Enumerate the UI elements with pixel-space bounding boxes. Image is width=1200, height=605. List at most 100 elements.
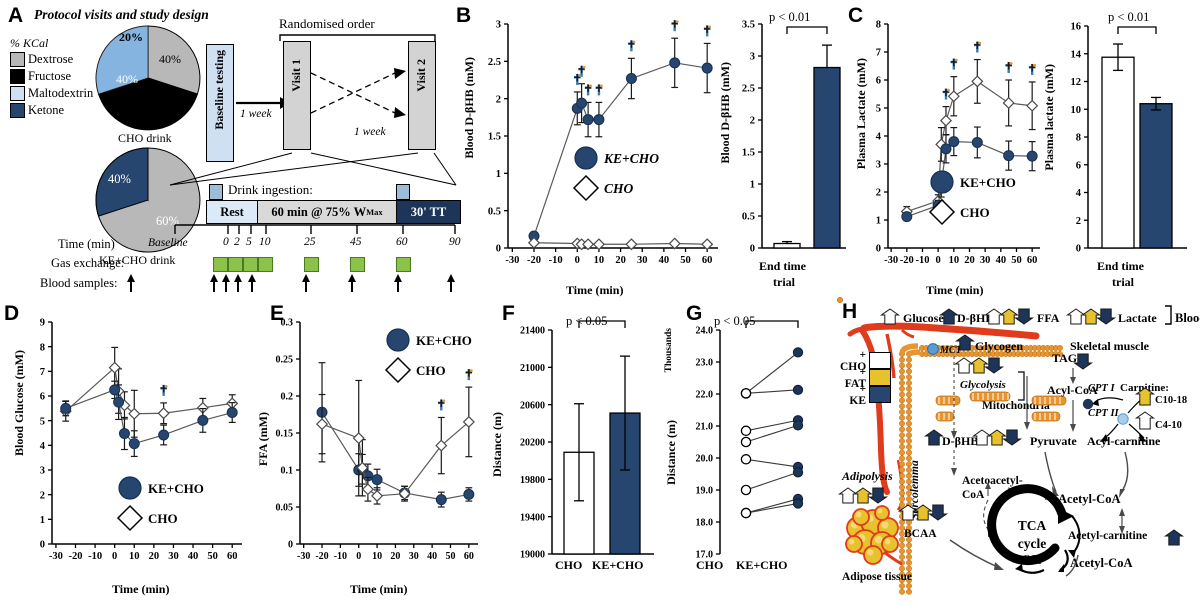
swatch-maltodextrin-icon <box>10 86 25 101</box>
visit-1-label: Visit 1 <box>289 59 303 92</box>
panel-d: D Blood Glucose (mM) Time (min) 0 1 2 3 4 5 6 7… <box>4 302 254 602</box>
panel-e-letter: E <box>270 302 285 325</box>
pie-cho-drink <box>95 25 201 131</box>
svg-text:19000: 19000 <box>520 550 545 561</box>
svg-text:3: 3 <box>496 20 501 31</box>
svg-text:22.0: 22.0 <box>696 390 714 401</box>
timeline-seg-rest: Rest <box>207 201 258 223</box>
svg-text:TCA: TCA <box>1018 518 1047 533</box>
time-tick-5: 5 <box>246 236 252 248</box>
svg-text:CHO: CHO <box>604 181 634 196</box>
svg-text:9: 9 <box>40 318 45 329</box>
visit-2-label: Visit 2 <box>414 59 428 92</box>
time-tick-0: 0 <box>223 236 229 248</box>
protocol-timeline-bar: Rest 60 min @ 75% W Max 30' TT <box>206 200 461 224</box>
key-label-ke: + KE <box>849 382 866 407</box>
svg-text:Pyruvate: Pyruvate <box>1030 434 1077 448</box>
svg-text:0: 0 <box>288 540 293 551</box>
svg-text:40: 40 <box>427 551 437 562</box>
swatch-fructose-icon <box>10 69 25 84</box>
svg-text:Acetyl-CoA: Acetyl-CoA <box>1070 556 1132 570</box>
panel-c-bar-xlabel-1: End time <box>1097 259 1145 273</box>
drink-ingestion-label: Drink ingestion: <box>228 182 313 197</box>
pie2-slice2-label: 40% <box>108 172 131 186</box>
svg-text:2: 2 <box>496 94 501 105</box>
drink-marker-2-icon <box>396 184 410 200</box>
svg-text:2: 2 <box>1076 216 1081 227</box>
svg-text:1.5: 1.5 <box>488 132 501 143</box>
key-swatch-ke-icon <box>869 386 891 403</box>
svg-text:0: 0 <box>750 244 755 255</box>
svg-text:23.0: 23.0 <box>696 358 714 369</box>
pie1-slice2-label: 40% <box>116 72 138 86</box>
svg-text:60: 60 <box>227 551 238 562</box>
blood-sample-arrows-icon <box>127 274 455 292</box>
panel-c-bar-pvalue: p < 0.01 <box>1108 10 1150 24</box>
svg-text:KE+CHO: KE+CHO <box>603 151 659 166</box>
panel-b-bar: Blood D-βHB (mM) p < 0.01 End time trial… <box>716 2 852 302</box>
panel-c-xlabel: Time (min) <box>926 283 984 297</box>
panel-g-cat-kecho: KE+CHO <box>736 558 788 572</box>
arrow2-label: 1 week <box>354 126 386 138</box>
legend-item-ketone: Ketone <box>10 103 93 118</box>
gas-box-0-icon <box>213 257 228 272</box>
pie2-slice1-label: 60% <box>156 214 179 228</box>
key-swatch-fat-icon <box>869 369 891 386</box>
svg-text:40: 40 <box>188 551 199 562</box>
svg-text:KE+CHO: KE+CHO <box>416 333 472 348</box>
panel-c-letter: C <box>848 4 864 27</box>
key-label-cho: + CHO <box>840 348 867 373</box>
panel-g: G Distance (m) Thousands p < 0.05 CHO KE… <box>650 302 840 602</box>
baseline-testing-box: Baseline testing <box>206 44 234 162</box>
svg-text:0: 0 <box>1076 244 1081 255</box>
svg-text:Sarcolemma: Sarcolemma <box>909 460 921 520</box>
kcal-legend: Dextrose Fructose Maltodextrin Ketone <box>10 52 93 118</box>
svg-text:20200: 20200 <box>520 438 545 449</box>
svg-text:30: 30 <box>980 255 991 266</box>
svg-text:CO₂: CO₂ <box>1023 554 1042 565</box>
panel-d-plot: 0 1 2 3 4 5 6 7 8 9 -30 -20 -10 0 10 20 30 40 50 60 KE+CHO CH… <box>40 318 242 562</box>
svg-text:0.5: 0.5 <box>488 206 501 217</box>
pie-kecho-drink <box>95 147 201 253</box>
time-tick-45: 45 <box>350 236 362 248</box>
panel-e: E FFA (mM) Time (min) 0 0.05 0.1 0.15 0.2 0.2… <box>246 302 490 602</box>
svg-text:-20: -20 <box>315 551 328 562</box>
pie1-caption: CHO drink <box>118 131 172 145</box>
time-tick-90: 90 <box>449 236 461 248</box>
svg-text:10: 10 <box>1071 105 1082 116</box>
panel-f: F Distance (m) p < 0.05 CHO KE+CHO 19000… <box>488 302 660 602</box>
panel-g-thousands-note: Thousands <box>664 328 674 373</box>
panel-f-cat-cho: CHO <box>555 558 583 572</box>
svg-text:50: 50 <box>680 255 691 266</box>
svg-text:40: 40 <box>659 255 670 266</box>
panel-b-bar-pvalue: p < 0.01 <box>769 10 811 24</box>
panel-e-plot: 0 0.05 0.1 0.15 0.2 0.25 0.3 -30 -20 -10 0 10 20 30 40… <box>276 318 478 562</box>
svg-text:50: 50 <box>1011 255 1022 266</box>
gas-box-2-icon <box>228 257 243 272</box>
panel-g-pvalue: p < 0.05 <box>714 314 756 328</box>
baseline-testing-label: Baseline testing <box>212 50 226 130</box>
svg-text:D-βHB: D-βHB <box>942 434 978 448</box>
panel-d-ylabel: Blood Glucose (mM) <box>12 350 26 456</box>
svg-text:-10: -10 <box>915 255 929 266</box>
panel-c-bar-ylabel: Plasma lactate (mM) <box>1042 64 1056 171</box>
panel-g-plot: 17.0 18.0 19.0 20.0 21.0 22.0 23.0 24.0 <box>696 320 804 561</box>
svg-text:0.5: 0.5 <box>742 212 755 223</box>
svg-text:Glycolysis: Glycolysis <box>960 379 1006 391</box>
svg-text:10: 10 <box>594 255 605 266</box>
svg-text:19800: 19800 <box>520 475 545 486</box>
svg-text:Acyl-CoA: Acyl-CoA <box>1047 383 1098 397</box>
svg-text:CHO: CHO <box>148 511 178 526</box>
svg-text:0: 0 <box>496 244 501 255</box>
svg-text:8: 8 <box>1076 133 1081 144</box>
panel-h-key: + CHO + FAT + KE <box>840 348 891 407</box>
svg-text:20: 20 <box>390 551 400 562</box>
svg-text:Glycogen: Glycogen <box>975 339 1023 353</box>
svg-text:1: 1 <box>496 169 501 180</box>
panel-d-xlabel: Time (min) <box>112 582 170 596</box>
key-item-fat: + FAT <box>840 366 891 390</box>
svg-text:-10: -10 <box>549 255 563 266</box>
svg-text:TAG: TAG <box>1052 351 1077 365</box>
swatch-dextrose-icon <box>10 52 25 67</box>
